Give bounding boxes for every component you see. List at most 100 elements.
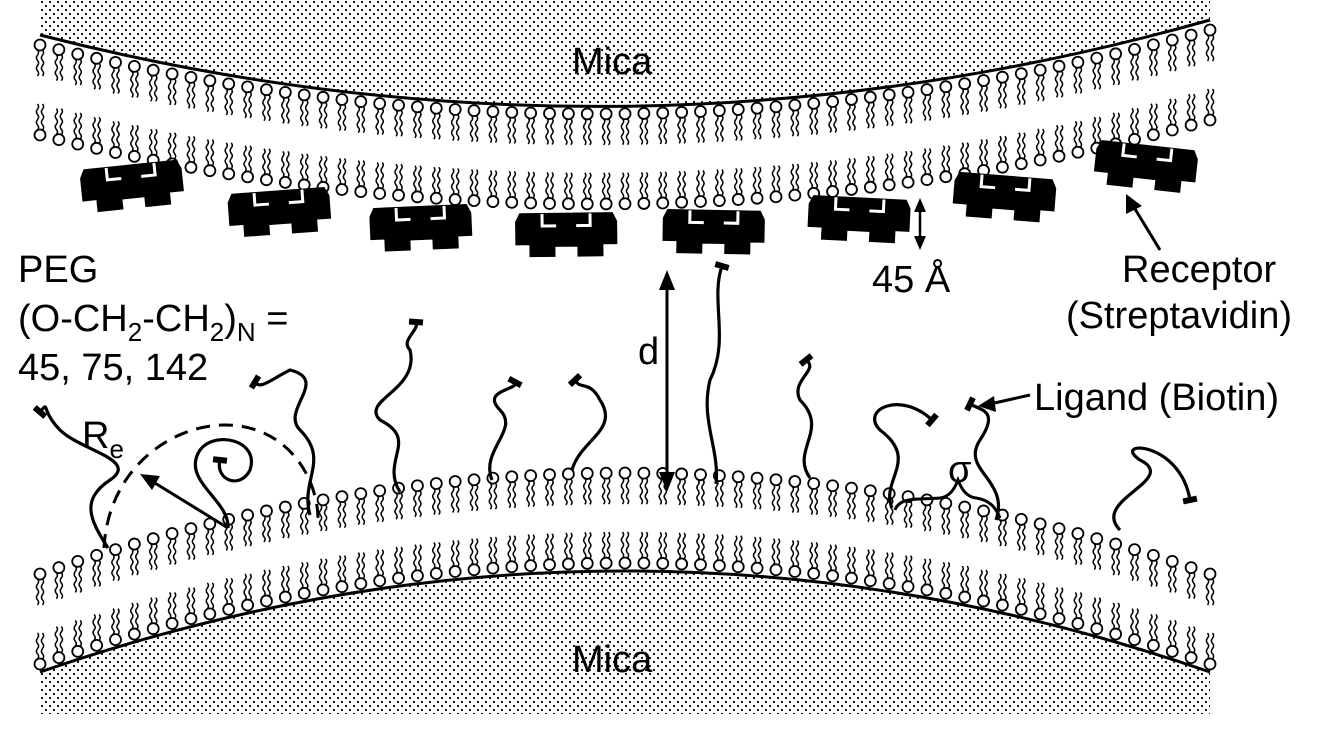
lipid-molecule-icon [71,112,85,151]
biotin-ligand-icon [567,373,583,387]
lipid-molecule-icon [1165,619,1179,658]
lipid-molecule-icon [599,172,613,211]
lipid-molecule-icon [901,555,915,594]
lipid-molecule-icon [109,56,122,94]
lipid-molecule-icon [750,101,764,140]
lipid-molecule-icon [1052,59,1066,98]
lipid-molecule-icon [920,148,934,186]
lipid-molecule-icon [486,536,500,575]
lipid-molecule-icon [1071,527,1085,566]
lipid-molecule-icon [278,565,292,604]
streptavidin-receptor-icon [227,186,332,237]
lipid-molecule-icon [996,573,1009,612]
lipid-molecule-icon [675,532,689,571]
lipid-molecule-icon [939,145,953,184]
lipid-molecule-icon [1128,42,1141,81]
lipid-molecule-icon [467,473,481,512]
lipid-molecule-icon [222,512,236,551]
peg-chain [969,402,1000,521]
lipid-molecule-icon [146,597,160,636]
lipid-molecule-icon [505,470,519,509]
lipid-molecule-icon [505,535,519,574]
lipid-molecule-icon [335,158,349,196]
lipid-molecule-icon [165,592,179,630]
lipid-molecule-icon [769,165,783,204]
lipid-molecule-icon [127,602,141,641]
lipid-molecule-icon [297,88,311,127]
lipid-molecule-icon [618,172,632,211]
lipid-molecule-icon [203,517,217,556]
lipid-molecule-icon [33,632,47,671]
lipid-molecule-icon [278,85,292,124]
lipid-molecule-icon [278,150,292,189]
lipid-molecule-icon [939,561,953,600]
lipid-molecule-icon [1128,107,1141,146]
lipid-molecule-icon [543,107,556,145]
lipid-molecule-icon [411,479,424,518]
lipid-molecule-icon [731,535,745,574]
lipid-molecule-icon [656,171,670,210]
radius-label: Re [82,415,124,464]
lipid-molecule-icon [109,608,122,647]
lipid-molecule-icon [1165,98,1179,137]
streptavidin-receptor-icon [952,171,1057,223]
lipid-molecule-icon [1052,124,1066,163]
lipid-molecule-icon [977,139,990,177]
lipid-molecule-icon [52,43,66,82]
lipid-molecule-icon [505,105,519,144]
lipid-molecule-icon [429,542,443,580]
ligand-label: Ligand (Biotin) [1034,377,1279,419]
lipid-molecule-icon [335,490,349,529]
lipid-molecule-icon [1090,532,1104,571]
lipid-molecule-icon [165,67,179,106]
lipid-molecule-icon [486,170,500,208]
lipid-molecule-icon [316,558,330,597]
thickness-arrow [914,198,926,250]
peg-chain [1112,446,1192,532]
lipid-molecule-icon [901,150,915,189]
lipid-molecule-icon [580,172,594,211]
lipid-molecule-icon [901,85,915,124]
lipid-molecule-icon [1071,120,1085,159]
lipid-molecule-icon [750,166,764,205]
lipid-molecule-icon [71,554,85,593]
spacing-brace [893,475,1002,519]
lipid-molecule-icon [222,142,236,181]
ligand-pointer [978,393,1031,412]
lipid-molecule-icon [354,552,368,590]
lipid-molecule-icon [637,171,651,210]
lipid-molecule-icon [1146,548,1160,587]
lipid-molecule-icon [863,484,877,523]
peg-chain [570,379,608,471]
lipid-molecule-icon [788,540,802,578]
lipid-molecule-icon [467,104,481,143]
lipid-molecule-icon [599,531,613,570]
lipid-molecule-icon [260,83,273,122]
lipid-molecule-icon [448,168,462,206]
lipid-molecule-icon [127,60,141,98]
lipid-molecule-icon [109,543,122,582]
lipid-molecule-icon [33,103,47,142]
lipid-molecule-icon [241,508,254,547]
lipid-molecule-icon [1109,602,1123,641]
lipid-molecule-icon [826,479,839,518]
lipid-molecule-icon [788,163,802,202]
lipid-molecule-icon [1071,55,1085,94]
lipid-molecule-icon [467,169,481,208]
biotin-ligand-icon [408,318,424,326]
lipid-molecule-icon [165,527,179,566]
lipid-molecule-icon [260,504,273,543]
lipid-molecule-icon [278,500,292,539]
lipid-molecule-icon [637,107,651,145]
receptor-row [80,140,1198,258]
lipid-molecule-icon [694,533,707,572]
lipid-molecule-icon [203,139,217,178]
distance-arrow [659,270,675,492]
biotin-ligand-icon [1182,495,1198,505]
lipid-molecule-icon [316,493,330,532]
lipid-molecule-icon [637,466,651,505]
lipid-molecule-icon [373,549,387,588]
lipid-molecule-icon [146,128,160,167]
lipid-molecule-icon [1052,587,1066,625]
streptavidin-receptor-icon [80,159,184,213]
